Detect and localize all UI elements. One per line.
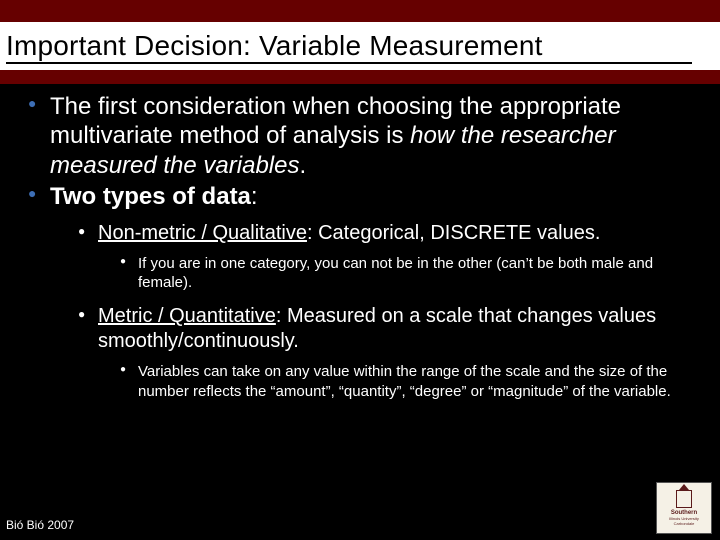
logo-line1: Southern	[671, 510, 697, 516]
bullet-list-level2: Non-metric / Qualitative: Categorical, D…	[50, 221, 692, 401]
bullet-text: .	[299, 152, 306, 179]
top-accent-band	[0, 0, 720, 22]
bullet-text: Variables can take on any value within t…	[138, 363, 671, 399]
mid-accent-band	[0, 70, 720, 84]
bullet-item: Non-metric / Qualitative: Categorical, D…	[78, 221, 692, 292]
logo-line3: Carbondale	[674, 522, 695, 526]
title-underline	[6, 62, 692, 64]
bullet-text: :	[251, 183, 258, 210]
bullet-item: Variables can take on any value within t…	[120, 362, 692, 400]
bullet-text-underline: Metric / Quantitative	[98, 305, 276, 327]
bullet-list-level3: Variables can take on any value within t…	[98, 362, 692, 400]
bullet-item: The first consideration when choosing th…	[28, 92, 692, 180]
bullet-text: : Categorical, DISCRETE values.	[307, 222, 600, 244]
university-logo: Southern Illinois University Carbondale	[656, 482, 712, 534]
footer-text: Bió Bió 2007	[6, 518, 74, 532]
bullet-item: Two types of data: Non-metric / Qualitat…	[28, 182, 692, 401]
bullet-text-bold: Two types of data	[50, 183, 251, 210]
bullet-item: Metric / Quantitative: Measured on a sca…	[78, 304, 692, 400]
bullet-text: If you are in one category, you can not …	[138, 255, 653, 291]
content-area: The first consideration when choosing th…	[0, 88, 720, 504]
bullet-text-underline: Non-metric / Qualitative	[98, 222, 307, 244]
slide-title: Important Decision: Variable Measurement	[6, 30, 543, 62]
bullet-item: If you are in one category, you can not …	[120, 254, 692, 292]
bullet-list-level1: The first consideration when choosing th…	[8, 92, 692, 401]
bullet-list-level3: If you are in one category, you can not …	[98, 254, 692, 292]
logo-tower-icon	[676, 490, 692, 508]
